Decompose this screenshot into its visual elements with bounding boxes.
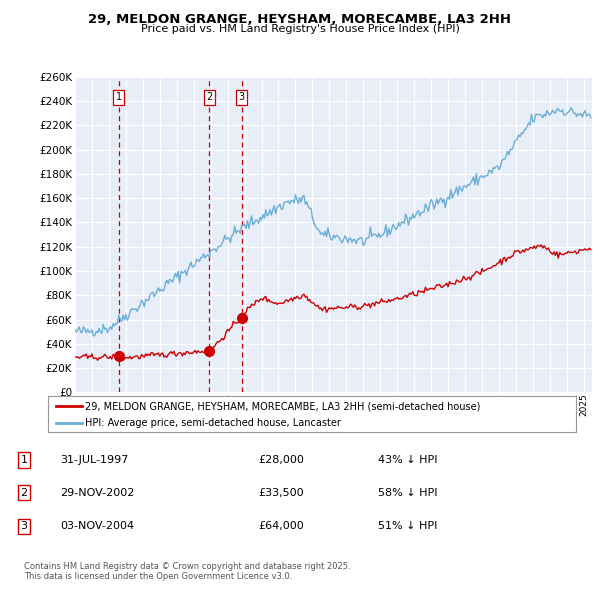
Text: 2: 2	[206, 93, 212, 102]
Text: Contains HM Land Registry data © Crown copyright and database right 2025.
This d: Contains HM Land Registry data © Crown c…	[24, 562, 350, 581]
Text: HPI: Average price, semi-detached house, Lancaster: HPI: Average price, semi-detached house,…	[85, 418, 341, 428]
Text: 2: 2	[20, 488, 28, 497]
Text: 29, MELDON GRANGE, HEYSHAM, MORECAMBE, LA3 2HH (semi-detached house): 29, MELDON GRANGE, HEYSHAM, MORECAMBE, L…	[85, 401, 481, 411]
Text: 51% ↓ HPI: 51% ↓ HPI	[378, 522, 437, 531]
Text: 3: 3	[239, 93, 245, 102]
Text: £28,000: £28,000	[258, 455, 304, 465]
Text: 3: 3	[20, 522, 28, 531]
Text: 1: 1	[20, 455, 28, 465]
Text: 1: 1	[116, 93, 122, 102]
Text: Price paid vs. HM Land Registry's House Price Index (HPI): Price paid vs. HM Land Registry's House …	[140, 24, 460, 34]
Text: 29, MELDON GRANGE, HEYSHAM, MORECAMBE, LA3 2HH: 29, MELDON GRANGE, HEYSHAM, MORECAMBE, L…	[89, 13, 511, 26]
Text: £33,500: £33,500	[258, 488, 304, 497]
Text: 31-JUL-1997: 31-JUL-1997	[60, 455, 128, 465]
Text: 43% ↓ HPI: 43% ↓ HPI	[378, 455, 437, 465]
Text: 29-NOV-2002: 29-NOV-2002	[60, 488, 134, 497]
Text: 03-NOV-2004: 03-NOV-2004	[60, 522, 134, 531]
Text: £64,000: £64,000	[258, 522, 304, 531]
Text: 58% ↓ HPI: 58% ↓ HPI	[378, 488, 437, 497]
